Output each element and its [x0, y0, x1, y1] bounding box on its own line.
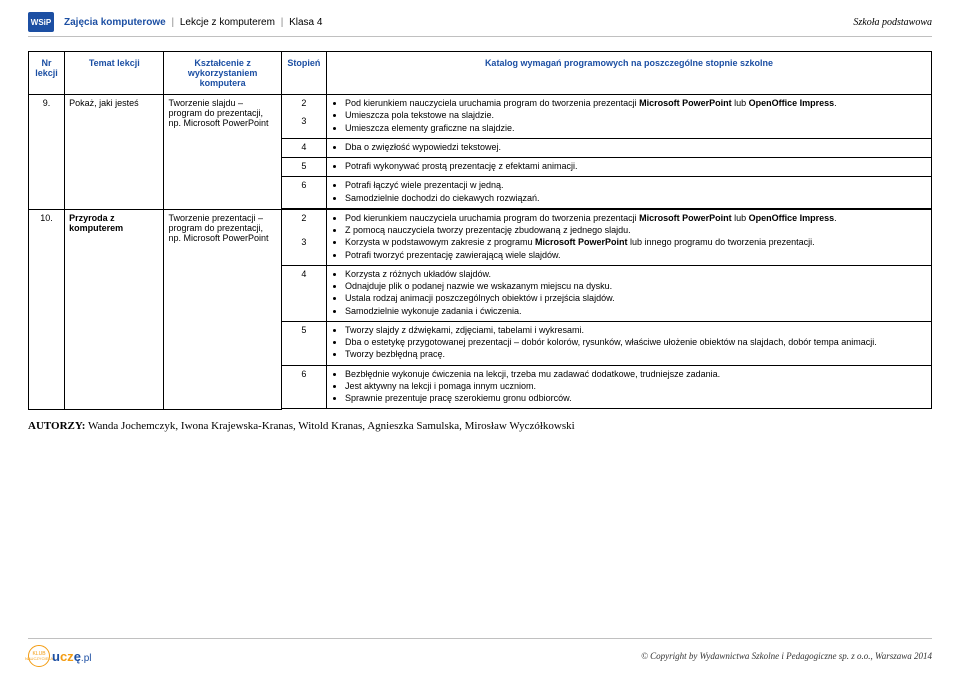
req-item: Samodzielnie wykonuje zadania i ćwiczeni… [345, 306, 927, 317]
cell-training: Tworzenie slajdu – program do prezentacj… [164, 95, 281, 210]
requirements-table: Nr lekcji Temat lekcji Kształcenie z wyk… [28, 51, 932, 410]
req-item: Umieszcza elementy graficzne na slajdzie… [345, 123, 927, 134]
req-item: Ustala rodzaj animacji poszczególnych ob… [345, 293, 927, 304]
cell-level: 5 [281, 158, 326, 177]
authors-line: AUTORZY: Wanda Jochemczyk, Iwona Krajews… [28, 420, 932, 432]
req-item: Potrafi łączyć wiele prezentacji w jedną… [345, 180, 927, 191]
ucze-logo: uczę.pl [52, 649, 91, 664]
req-item: Tworzy slajdy z dźwiękami, zdjęciami, ta… [345, 325, 927, 336]
cell-level: 4 [281, 138, 326, 157]
req-item: Bezbłędnie wykonuje ćwiczenia na lekcji,… [345, 369, 927, 380]
copyright-text: © Copyright by Wydawnictwa Szkolne i Ped… [641, 651, 932, 661]
klub-badge-icon: KLUB NAUCZYCIELA [28, 645, 50, 667]
table-row: 9. Pokaż, jaki jesteś Tworzenie slajdu –… [29, 95, 932, 139]
level-3: 3 [286, 237, 322, 247]
req-item: Dba o zwięzłość wypowiedzi tekstowej. [345, 142, 927, 153]
cell-topic: Pokaż, jaki jesteś [65, 95, 164, 210]
cell-req: Bezbłędnie wykonuje ćwiczenia na lekcji,… [326, 365, 931, 409]
req-item: Z pomocą nauczyciela tworzy prezentację … [345, 225, 927, 236]
authors-names: Wanda Jochemczyk, Iwona Krajewska-Kranas… [85, 420, 574, 432]
breadcrumb: Zajęcia komputerowe | Lekcje z komputere… [64, 17, 853, 28]
level-2: 2 [286, 98, 322, 108]
level-3: 3 [286, 116, 322, 126]
header-bar: WSiP Zajęcia komputerowe | Lekcje z komp… [28, 12, 932, 37]
col-topic: Temat lekcji [65, 52, 164, 95]
req-item: Jest aktywny na lekcji i pomaga innym uc… [345, 381, 927, 392]
req-item: Pod kierunkiem nauczyciela uruchamia pro… [345, 213, 927, 224]
req-item: Pod kierunkiem nauczyciela uruchamia pro… [345, 98, 927, 109]
cell-req: Potrafi wykonywać prostą prezentację z e… [326, 158, 931, 177]
authors-label: AUTORZY: [28, 420, 85, 432]
req-item: Korzysta w podstawowym zakresie z progra… [345, 237, 927, 248]
cell-level: 5 [281, 321, 326, 365]
wsip-logo: WSiP [28, 12, 54, 32]
col-training: Kształcenie z wykorzystaniem komputera [164, 52, 281, 95]
req-item: Tworzy bezbłędną pracę. [345, 349, 927, 360]
cell-level: 6 [281, 365, 326, 409]
cell-level: 6 [281, 177, 326, 209]
cell-req: Pod kierunkiem nauczyciela uruchamia pro… [326, 209, 931, 265]
table-row: 10. Przyroda z komputerem Tworzenie prez… [29, 209, 932, 265]
level-2: 2 [286, 213, 322, 223]
cell-req: Potrafi łączyć wiele prezentacji w jedną… [326, 177, 931, 209]
cell-req: Tworzy slajdy z dźwiękami, zdjęciami, ta… [326, 321, 931, 365]
cell-req: Pod kierunkiem nauczyciela uruchamia pro… [326, 95, 931, 139]
req-item: Sprawnie prezentuje pracę szerokiemu gro… [345, 393, 927, 404]
col-catalog: Katalog wymagań programowych na poszczeg… [326, 52, 931, 95]
cell-level: 4 [281, 265, 326, 321]
footer: KLUB NAUCZYCIELA uczę.pl © Copyright by … [28, 638, 932, 667]
cell-topic: Przyroda z komputerem [65, 209, 164, 409]
crumb-sep: | [171, 17, 174, 28]
cell-nr: 10. [29, 209, 65, 409]
req-item: Samodzielnie dochodzi do ciekawych rozwi… [345, 193, 927, 204]
crumb-sep: | [281, 17, 284, 28]
crumb-class: Klasa 4 [289, 17, 322, 28]
cell-level: 2 3 [281, 95, 326, 139]
footer-logo: KLUB NAUCZYCIELA uczę.pl [28, 645, 91, 667]
cell-level: 2 3 [281, 209, 326, 265]
cell-training: Tworzenie prezentacji – program do preze… [164, 209, 281, 409]
req-item: Umieszcza pola tekstowe na slajdzie. [345, 110, 927, 121]
cell-req: Korzysta z różnych układów slajdów. Odna… [326, 265, 931, 321]
req-item: Dba o estetykę przygotowanej prezentacji… [345, 337, 927, 348]
school-level: Szkoła podstawowa [853, 17, 932, 28]
table-header-row: Nr lekcji Temat lekcji Kształcenie z wyk… [29, 52, 932, 95]
cell-nr: 9. [29, 95, 65, 210]
col-level: Stopień [281, 52, 326, 95]
req-item: Potrafi wykonywać prostą prezentację z e… [345, 161, 927, 172]
req-item: Odnajduje plik o podanej nazwie we wskaz… [345, 281, 927, 292]
req-item: Potrafi tworzyć prezentację zawierającą … [345, 250, 927, 261]
cell-req: Dba o zwięzłość wypowiedzi tekstowej. [326, 138, 931, 157]
crumb-subject: Zajęcia komputerowe [64, 17, 166, 28]
col-nr: Nr lekcji [29, 52, 65, 95]
crumb-series: Lekcje z komputerem [180, 17, 275, 28]
req-item: Korzysta z różnych układów slajdów. [345, 269, 927, 280]
